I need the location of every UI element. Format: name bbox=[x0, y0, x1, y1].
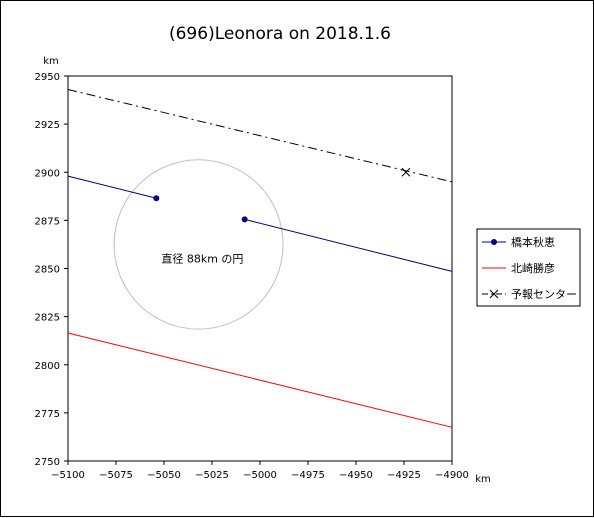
y-tick-label: 2850 bbox=[35, 265, 60, 276]
plot-area bbox=[67, 75, 453, 462]
y-tick-label: 2750 bbox=[35, 457, 60, 468]
series-marker-1 bbox=[241, 216, 248, 223]
size-circle bbox=[113, 159, 284, 330]
legend-item-3: 予報センター bbox=[482, 288, 577, 301]
circle-annotation: 直径 88km の円 bbox=[161, 252, 243, 266]
x-axis-unit: km bbox=[475, 474, 491, 485]
x-axis: −5100 −5075 −5050 −5025 −5000 −4975 −4950 −4925… bbox=[51, 461, 469, 481]
series-marker-3 bbox=[401, 167, 411, 177]
x-tick-label: −5025 bbox=[195, 470, 229, 481]
series-line-2 bbox=[67, 332, 453, 428]
legend-marker bbox=[489, 289, 499, 299]
series-line-1 bbox=[67, 175, 157, 199]
x-tick-label: −5050 bbox=[147, 470, 181, 481]
x-tick-label: −4925 bbox=[387, 470, 421, 481]
x-tick-label: −5000 bbox=[243, 470, 277, 481]
x-tick-label: −5100 bbox=[51, 470, 85, 481]
x-tick-label: −4975 bbox=[291, 470, 325, 481]
y-tick-label: 2925 bbox=[35, 120, 60, 131]
chart-title: (696)Leonora on 2018.1.6 bbox=[169, 24, 391, 44]
legend-marker bbox=[491, 239, 497, 245]
legend-label: 橋本秋恵 bbox=[511, 235, 555, 249]
x-tick-label: −5075 bbox=[99, 470, 133, 481]
y-tick-label: 2950 bbox=[35, 72, 60, 83]
series-line-3 bbox=[67, 88, 453, 183]
y-axis: 2750 2775 2800 2825 2850 2875 2900 2925 2950 bbox=[35, 72, 68, 468]
legend-label: 北崎勝彦 bbox=[511, 261, 555, 275]
series-marker-1 bbox=[153, 195, 160, 202]
series-line-1 bbox=[244, 218, 453, 272]
y-tick-label: 2775 bbox=[35, 409, 60, 420]
x-tick-label: −4950 bbox=[339, 470, 373, 481]
y-tick-label: 2825 bbox=[35, 313, 60, 324]
x-tick-label: −4900 bbox=[435, 470, 469, 481]
legend-label: 予報センター bbox=[511, 288, 577, 301]
legend-item-2: 北崎勝彦 bbox=[482, 261, 555, 275]
y-tick-label: 2900 bbox=[35, 168, 60, 179]
legend-item-1: 橋本秋恵 bbox=[482, 235, 555, 249]
y-axis-unit: km bbox=[43, 56, 59, 67]
y-tick-label: 2875 bbox=[35, 216, 60, 227]
y-tick-label: 2800 bbox=[35, 361, 60, 372]
plot-content: 直径 88km の円 bbox=[67, 88, 453, 428]
